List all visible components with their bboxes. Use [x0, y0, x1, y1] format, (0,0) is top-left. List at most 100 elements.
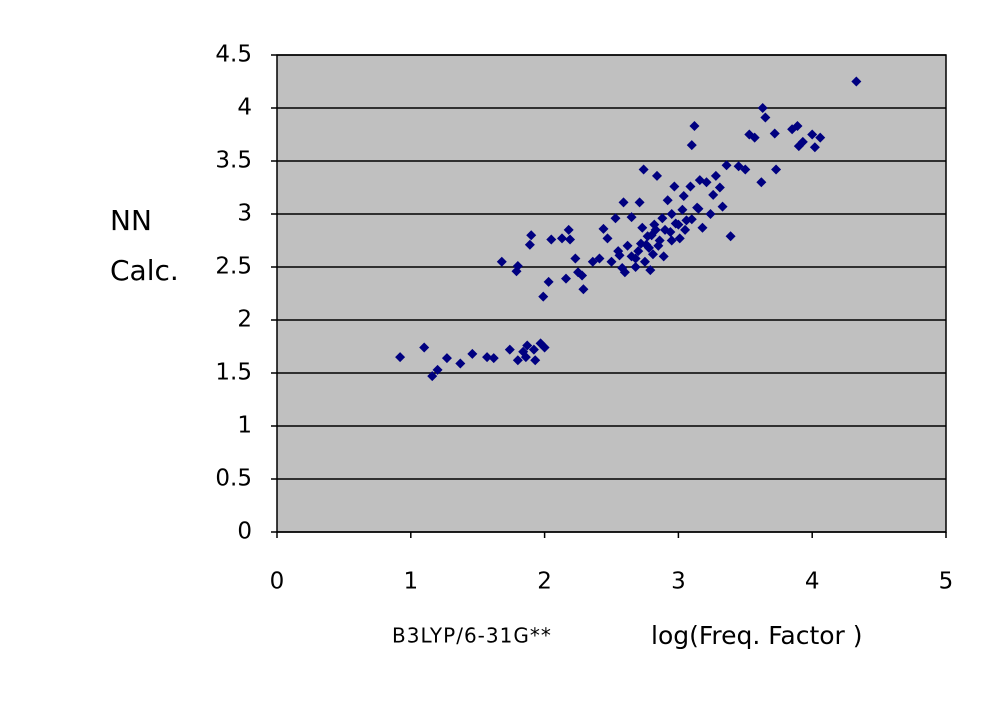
y-tick-label: 3.5	[215, 148, 252, 174]
point	[634, 197, 645, 208]
point	[701, 177, 712, 188]
point	[626, 251, 637, 262]
point	[714, 182, 725, 193]
tick-labels: 0 0.5 1 1.5 2 2.5 3 3.5 4 4.5 0 1 2 3 4 5	[215, 42, 953, 595]
point	[689, 121, 700, 132]
point	[594, 253, 605, 264]
point	[725, 231, 736, 242]
y-tick-label: 2.5	[215, 254, 252, 280]
y-tick-label: 1	[237, 413, 252, 439]
point	[610, 213, 621, 224]
point	[639, 256, 650, 267]
point	[807, 129, 818, 140]
point	[674, 233, 685, 244]
y-tick-label: 4.5	[215, 42, 252, 68]
points	[395, 76, 862, 382]
y-tick-label: 0	[237, 519, 252, 545]
grid	[277, 54, 946, 533]
point	[686, 214, 697, 225]
point	[749, 132, 760, 143]
point	[561, 273, 572, 284]
point	[482, 352, 493, 363]
point	[757, 103, 768, 113]
point	[649, 219, 660, 230]
point	[602, 233, 613, 244]
point	[740, 164, 751, 175]
point	[598, 223, 609, 234]
point	[666, 209, 677, 219]
point	[797, 136, 808, 147]
x-tick-label: 0	[270, 569, 285, 595]
point	[543, 276, 554, 287]
point	[522, 340, 533, 351]
point	[630, 262, 641, 272]
point	[530, 355, 541, 366]
point	[678, 190, 689, 201]
point	[693, 203, 704, 214]
point	[792, 121, 803, 132]
point	[546, 234, 557, 245]
point	[455, 358, 466, 369]
x-tick-label: 1	[403, 569, 418, 595]
point	[851, 76, 862, 87]
point	[638, 164, 649, 175]
x-axis-label: log(Freq. Factor )	[651, 621, 863, 650]
point	[658, 251, 669, 262]
point	[653, 240, 664, 251]
point	[809, 142, 820, 153]
y-tick-label: 2	[237, 307, 252, 333]
point	[606, 256, 617, 267]
point	[538, 291, 549, 302]
point	[524, 239, 535, 250]
point	[496, 256, 507, 267]
point	[660, 224, 671, 235]
point	[673, 219, 684, 230]
point	[577, 270, 588, 281]
point	[756, 177, 767, 188]
point	[432, 364, 443, 375]
point	[619, 267, 630, 278]
point	[657, 213, 668, 224]
point	[427, 371, 438, 382]
point	[697, 222, 708, 233]
point	[563, 224, 574, 235]
x-tick-label: 4	[805, 569, 820, 595]
point	[721, 160, 732, 171]
point	[769, 128, 780, 139]
y-tick-label: 3	[237, 201, 252, 227]
point	[646, 230, 657, 241]
x-tick-label: 2	[537, 569, 552, 595]
point	[630, 253, 641, 264]
plot-area	[276, 54, 947, 533]
point	[662, 195, 673, 206]
point	[539, 342, 550, 353]
point	[528, 344, 539, 355]
point	[395, 352, 406, 363]
point	[565, 234, 576, 245]
point	[717, 201, 728, 212]
point	[645, 265, 656, 276]
point	[556, 233, 567, 244]
x-axis-method: B3LYP/6-31G**	[392, 624, 552, 648]
point	[618, 197, 629, 208]
point	[633, 246, 644, 257]
point	[685, 181, 696, 192]
point	[710, 170, 721, 181]
point	[613, 246, 624, 257]
point	[512, 260, 523, 271]
point	[815, 132, 826, 143]
point	[686, 140, 697, 151]
point	[760, 112, 771, 123]
point	[705, 209, 716, 219]
point	[441, 353, 452, 364]
point	[419, 342, 430, 353]
point	[488, 353, 499, 364]
y-axis-label: NN	[110, 204, 152, 237]
point	[647, 249, 658, 260]
point	[635, 238, 646, 249]
point	[643, 242, 654, 253]
y-tick-label: 1.5	[215, 360, 252, 386]
point	[680, 224, 691, 235]
point	[578, 284, 589, 295]
